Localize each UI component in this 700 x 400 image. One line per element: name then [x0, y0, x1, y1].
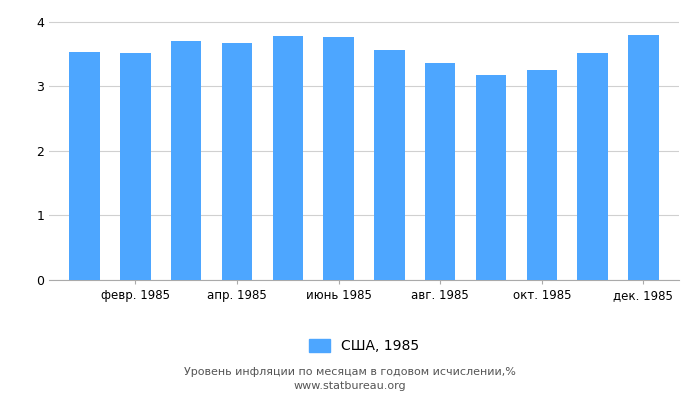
Bar	[526, 70, 557, 280]
Text: www.statbureau.org: www.statbureau.org	[294, 381, 406, 391]
Bar	[578, 53, 608, 280]
Text: Уровень инфляции по месяцам в годовом исчислении,%: Уровень инфляции по месяцам в годовом ис…	[184, 367, 516, 377]
Bar	[120, 53, 150, 280]
Bar	[425, 63, 456, 280]
Bar	[476, 75, 506, 280]
Bar	[222, 43, 252, 280]
Bar	[374, 50, 405, 280]
Bar	[69, 52, 100, 280]
Legend: США, 1985: США, 1985	[303, 334, 425, 359]
Bar	[272, 36, 303, 280]
Bar	[323, 36, 354, 280]
Bar	[171, 41, 202, 280]
Bar	[628, 35, 659, 280]
